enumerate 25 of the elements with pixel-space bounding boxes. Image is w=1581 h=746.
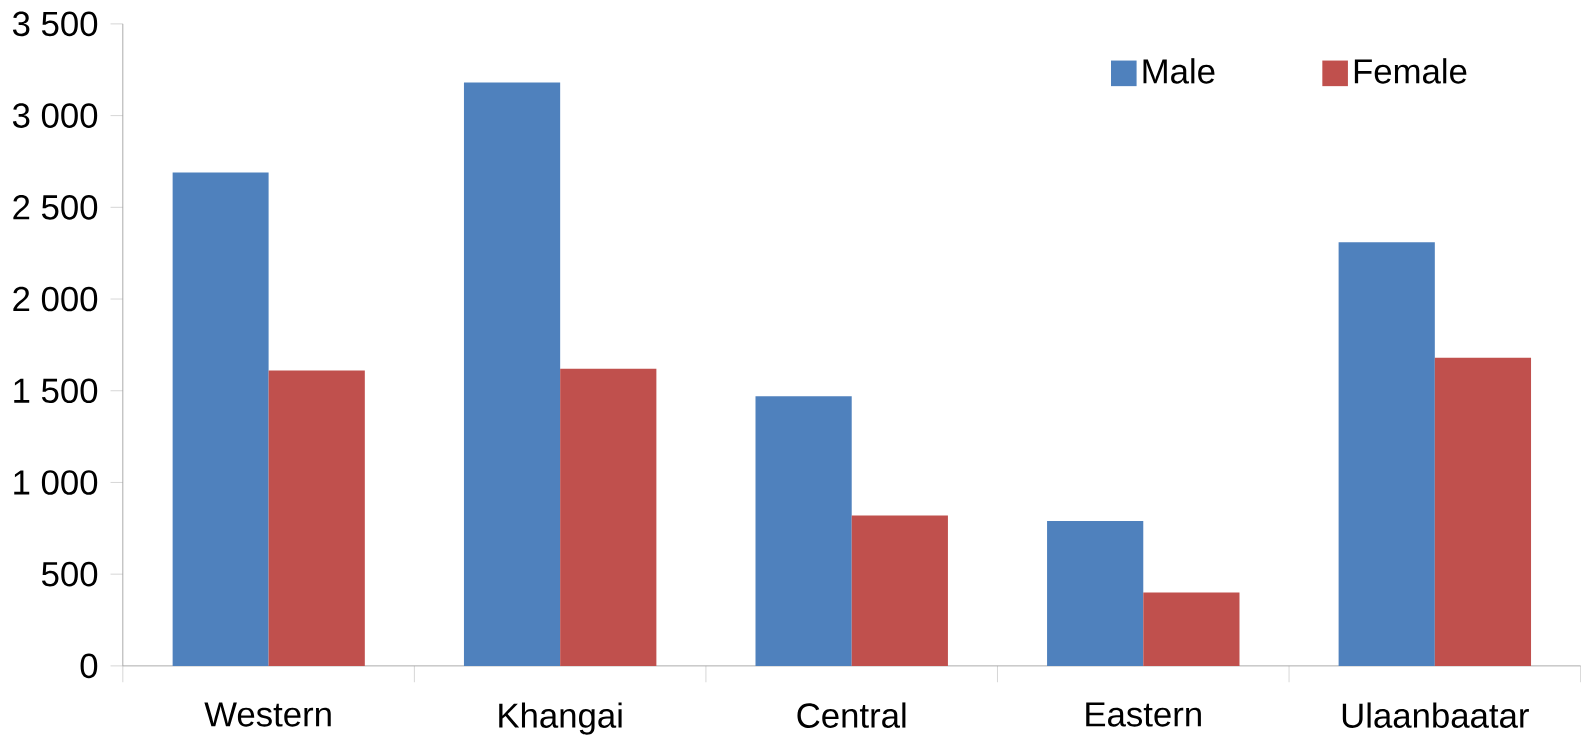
y-tick-label: 1 000	[14, 469, 98, 495]
y-tick-label: 3 000	[12, 103, 98, 128]
x-tick-label: Ulaanbaatar	[1342, 702, 1529, 728]
x-tick-label: Western	[204, 702, 331, 727]
bar	[755, 396, 852, 666]
bar	[172, 172, 269, 666]
bar	[560, 368, 657, 666]
bar	[1434, 357, 1532, 666]
bar	[268, 370, 365, 666]
bar	[1338, 241, 1435, 666]
legend-label: Female	[1354, 57, 1467, 84]
y-tick-label: 1 500	[14, 378, 98, 403]
y-tick-label: 3 500	[12, 11, 98, 37]
x-tick-label: Khangai	[499, 702, 622, 735]
bar	[1047, 520, 1144, 666]
legend-label: Male	[1143, 57, 1215, 84]
bar	[463, 82, 561, 666]
y-tick-label: 0	[80, 653, 98, 679]
y-tick-label: 2 500	[13, 194, 98, 220]
bar	[851, 515, 948, 666]
x-tick-label: Eastern	[1086, 702, 1201, 727]
x-tick-label: Central	[797, 702, 906, 728]
y-tick-label: 500	[41, 561, 98, 587]
y-tick-label: 2 000	[13, 286, 98, 312]
bar	[1143, 592, 1240, 666]
